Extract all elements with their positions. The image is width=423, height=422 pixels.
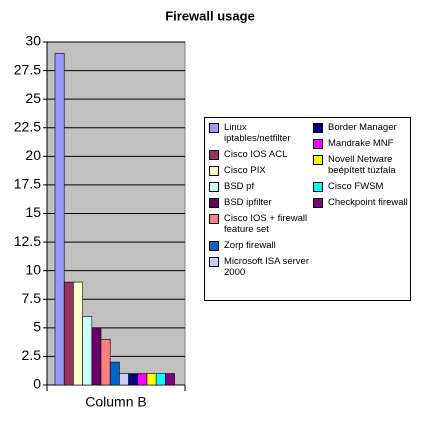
y-tick-label: 2.5 <box>22 347 42 363</box>
legend-label: Linux iptables/netfilter <box>224 122 291 144</box>
legend-column: Border Manager Mandrake MNF Novell Netware… <box>313 122 411 213</box>
legend-label: Cisco PIX <box>224 165 266 176</box>
bar <box>119 373 129 386</box>
bar <box>146 373 157 386</box>
legend-swatch <box>209 123 219 133</box>
y-tick-label: 30 <box>25 33 41 49</box>
legend-item: Cisco PIX <box>209 165 309 176</box>
chart-title: Firewall usage <box>165 8 255 23</box>
legend-label: Mandrake MNF <box>328 138 394 149</box>
bar <box>100 338 111 386</box>
bar <box>82 316 93 386</box>
bar <box>165 373 175 386</box>
legend-item: Border Manager <box>313 122 411 133</box>
bar <box>137 373 148 386</box>
y-tick-label: 0 <box>33 376 41 392</box>
legend-swatch <box>313 139 323 149</box>
legend-swatch <box>209 150 219 160</box>
legend-swatch <box>209 182 219 192</box>
legend-item: Cisco IOS ACL <box>209 149 309 160</box>
y-tick-label: 5 <box>33 319 41 335</box>
legend-label: Cisco IOS ACL <box>224 149 288 160</box>
y-tick-label: 10 <box>25 261 41 277</box>
legend-label: BSD pf <box>224 181 255 192</box>
y-tick-label: 25 <box>25 90 41 106</box>
legend-swatch <box>313 155 323 165</box>
bar <box>54 53 65 386</box>
legend-label: Checkpoint firewall <box>328 197 408 208</box>
y-tick-label: 7.5 <box>22 290 42 306</box>
legend-label: BSD ipfilter <box>224 197 272 208</box>
legend-label: Zorp firewall <box>224 240 276 251</box>
legend-label: Cisco IOS + firewall feature set <box>224 213 308 235</box>
bar <box>73 281 83 386</box>
legend-label: Cisco FWSM <box>328 181 384 192</box>
bar <box>109 361 120 386</box>
y-tick-label: 27.5 <box>14 61 41 77</box>
bar <box>128 373 139 386</box>
y-tick-label: 12.5 <box>14 233 41 249</box>
bar <box>63 281 74 386</box>
legend-swatch <box>209 214 219 224</box>
legend-swatch <box>209 166 219 176</box>
legend-item: Zorp firewall <box>209 240 309 251</box>
legend-swatch <box>313 198 323 208</box>
legend-item: Checkpoint firewall <box>313 197 411 208</box>
y-tick-label: 20 <box>25 147 41 163</box>
bar <box>91 327 102 386</box>
legend-item: Mandrake MNF <box>313 138 411 149</box>
y-tick-label: 17.5 <box>14 176 41 192</box>
legend-item: Microsoft ISA server 2000 <box>209 256 309 278</box>
legend-swatch <box>313 123 323 133</box>
bar <box>155 373 166 386</box>
legend-swatch <box>209 257 219 267</box>
y-tick-label: 22.5 <box>14 118 41 134</box>
legend-item: BSD pf <box>209 181 309 192</box>
legend-item: Linux iptables/netfilter <box>209 122 309 144</box>
legend: Linux iptables/netfilter Cisco IOS ACL Cis… <box>204 117 411 301</box>
legend-label: Novell Netware beépített tüzfala <box>328 154 396 176</box>
legend-swatch <box>209 198 219 208</box>
x-tick-label: Column B <box>85 394 146 410</box>
legend-label: Border Manager <box>328 122 397 133</box>
y-tick-label: 15 <box>25 204 41 220</box>
legend-item: Cisco FWSM <box>313 181 411 192</box>
legend-item: BSD ipfilter <box>209 197 309 208</box>
legend-swatch <box>209 241 219 251</box>
legend-item: Novell Netware beépített tüzfala <box>313 154 411 176</box>
legend-swatch <box>313 182 323 192</box>
legend-label: Microsoft ISA server 2000 <box>224 256 309 278</box>
legend-item: Cisco IOS + firewall feature set <box>209 213 309 235</box>
legend-column: Linux iptables/netfilter Cisco IOS ACL Cis… <box>209 122 309 283</box>
